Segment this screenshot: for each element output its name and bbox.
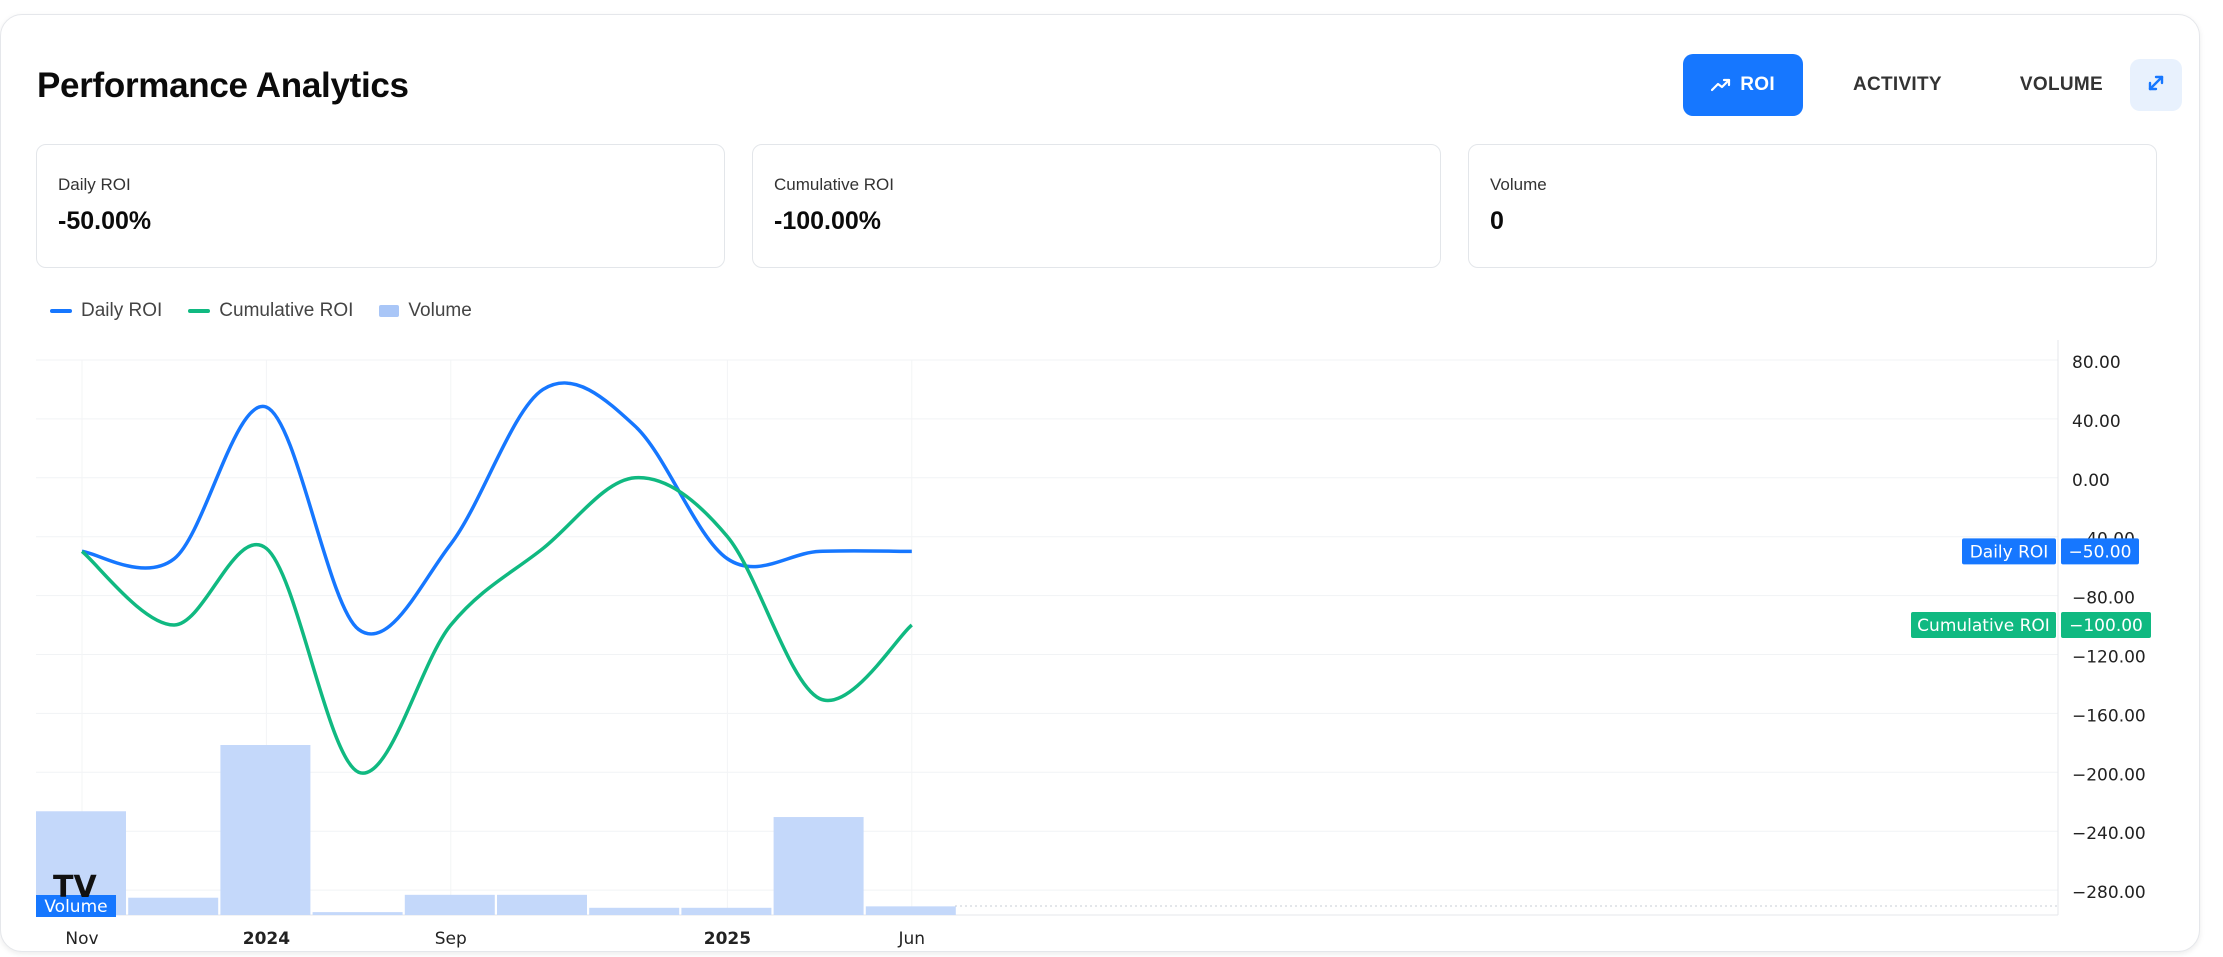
series-name-tag-label: Daily ROI xyxy=(1970,542,2049,562)
stat-label: Volume xyxy=(1490,175,1547,194)
legend-swatch xyxy=(379,305,400,317)
chart-mode-tabs: ROI ACTIVITY VOLUME xyxy=(1683,54,2131,116)
stat-card-daily-roi: Daily ROI -50.00% xyxy=(36,144,725,268)
stat-card-volume: Volume 0 xyxy=(1468,144,2157,268)
volume-bars xyxy=(36,745,956,915)
x-axis: Nov 2024 Sep 2025 Jun xyxy=(65,929,925,949)
tab-roi[interactable]: ROI xyxy=(1683,54,1803,116)
volume-badge xyxy=(36,895,116,917)
daily-roi-line xyxy=(81,381,912,636)
volume-badge-label: Volume xyxy=(44,897,107,917)
volume-bar xyxy=(589,907,680,915)
tab-activity-label: ACTIVITY xyxy=(1852,74,1942,95)
x-tick-label: 2025 xyxy=(704,929,751,949)
x-tick-label: Nov xyxy=(65,929,98,949)
stat-value: 0 xyxy=(1490,207,1504,235)
y-tick-label: 0.00 xyxy=(2072,471,2110,491)
tab-roi-label: ROI xyxy=(1740,74,1775,95)
y-tick-label: −240.00 xyxy=(2072,824,2146,844)
last-value-tag xyxy=(2061,538,2139,565)
y-tick-label: −120.00 xyxy=(2072,648,2146,668)
legend-item-volume[interactable]: Volume xyxy=(379,300,472,322)
stat-label: Daily ROI xyxy=(58,175,131,194)
volume-bar xyxy=(404,894,495,915)
tab-activity[interactable]: ACTIVITY xyxy=(1825,54,1970,116)
trending-up-icon xyxy=(1711,78,1731,92)
legend-label: Volume xyxy=(408,300,472,321)
stat-label: Cumulative ROI xyxy=(774,175,894,194)
volume-bar xyxy=(497,894,587,915)
x-tick-label: Jun xyxy=(898,929,926,949)
legend-swatch xyxy=(188,309,211,313)
last-value-tags: Daily ROI −50.00 Cumulative ROI −100.00 xyxy=(1911,538,2151,638)
legend-label: Cumulative ROI xyxy=(219,300,354,321)
chart-legend: Daily ROI Cumulative ROI Volume xyxy=(50,300,472,322)
stat-value: -50.00% xyxy=(58,207,152,235)
volume-bar xyxy=(773,817,864,915)
expand-icon xyxy=(2145,72,2167,99)
page-title: Performance Analytics xyxy=(37,66,409,105)
legend-item-daily-roi[interactable]: Daily ROI xyxy=(50,300,162,322)
y-tick-label: −160.00 xyxy=(2072,706,2146,726)
legend-label: Daily ROI xyxy=(81,300,163,321)
tab-volume-label: VOLUME xyxy=(2019,74,2103,95)
y-tick-label: 40.00 xyxy=(2072,412,2121,432)
series-name-tag-label: Cumulative ROI xyxy=(1917,616,2050,636)
chart-grid xyxy=(36,340,2059,916)
y-tick-label: −80.00 xyxy=(2072,589,2135,609)
chart-lines xyxy=(80,381,913,775)
volume-bar xyxy=(312,912,403,915)
last-value-tag-label: −100.00 xyxy=(2069,616,2143,636)
x-tick-label: 2024 xyxy=(243,929,290,949)
series-name-tag xyxy=(1962,538,2056,565)
last-value-tag-label: −50.00 xyxy=(2069,542,2132,562)
volume-bar xyxy=(865,906,956,915)
volume-bar xyxy=(220,745,311,915)
x-tick-label: Sep xyxy=(435,929,467,949)
stat-value: -100.00% xyxy=(774,207,882,235)
last-value-tag xyxy=(2061,612,2151,638)
y-tick-label: −280.00 xyxy=(2072,883,2146,903)
legend-item-cumulative-roi[interactable]: Cumulative ROI xyxy=(188,300,353,322)
expand-button[interactable] xyxy=(2130,59,2182,111)
stat-card-cumulative-roi: Cumulative ROI -100.00% xyxy=(752,144,1441,268)
series-name-tag xyxy=(1911,612,2056,638)
tab-volume[interactable]: VOLUME xyxy=(1992,54,2131,116)
legend-swatch xyxy=(50,309,72,313)
volume-bar xyxy=(681,907,772,915)
y-tick-label: 80.00 xyxy=(2072,353,2121,373)
y-tick-label: −200.00 xyxy=(2072,765,2146,785)
volume-bar xyxy=(128,897,219,915)
tradingview-logo: TV xyxy=(53,870,97,905)
cumulative-roi-line xyxy=(80,476,913,775)
